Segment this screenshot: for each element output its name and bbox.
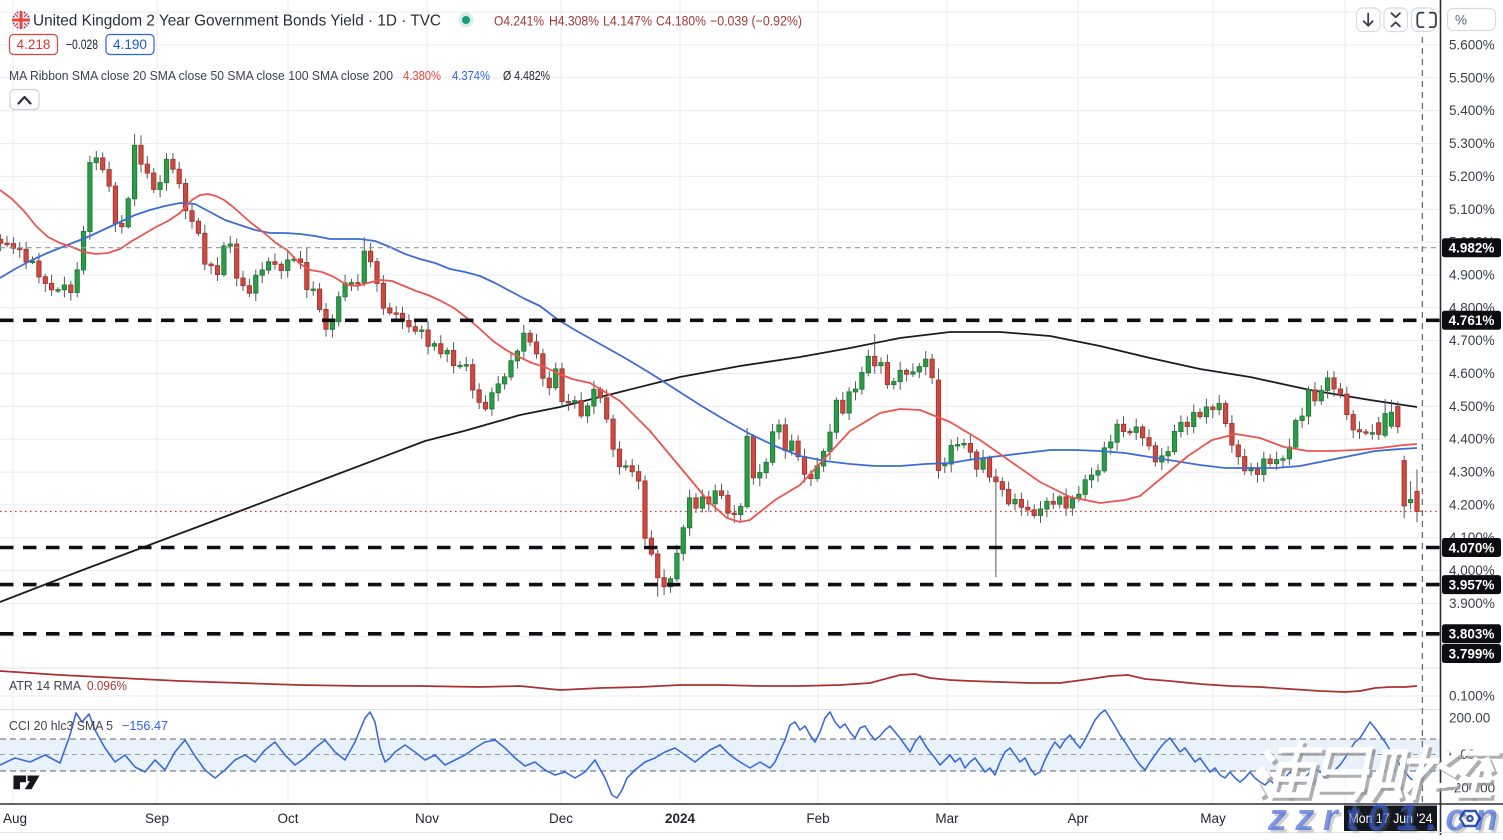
svg-text:O4.241%: O4.241% [494, 14, 544, 29]
svg-text:%: % [1455, 13, 1467, 28]
svg-text:0.100%: 0.100% [1449, 689, 1495, 704]
svg-text:Apr: Apr [1067, 811, 1089, 826]
svg-text:2024: 2024 [665, 811, 696, 826]
svg-text:4.700%: 4.700% [1449, 333, 1495, 348]
svg-text:4.070%: 4.070% [1449, 540, 1495, 555]
svg-text:−0.028: −0.028 [66, 37, 98, 52]
svg-text:C4.180%: C4.180% [656, 14, 706, 29]
svg-text:L4.147%: L4.147% [603, 14, 652, 29]
svg-text:−0.039 (−0.92%): −0.039 (−0.92%) [710, 14, 802, 29]
svg-text:Ø 4.482%: Ø 4.482% [503, 68, 550, 83]
svg-text:May: May [1200, 811, 1226, 826]
svg-text:4.500%: 4.500% [1449, 399, 1495, 414]
svg-text:Nov: Nov [415, 811, 439, 826]
svg-text:Mon 17 Jun '24: Mon 17 Jun '24 [1349, 811, 1433, 826]
svg-text:5.400%: 5.400% [1449, 103, 1495, 118]
svg-text:4.982%: 4.982% [1449, 241, 1495, 256]
svg-text:0.096%: 0.096% [87, 678, 127, 693]
svg-text:ATR 14 RMA: ATR 14 RMA [9, 678, 81, 693]
svg-text:4.380%: 4.380% [403, 68, 441, 83]
svg-text:Mar: Mar [935, 811, 959, 826]
svg-text:5.100%: 5.100% [1449, 202, 1495, 217]
svg-text:3.803%: 3.803% [1449, 627, 1495, 642]
svg-text:4.190: 4.190 [113, 37, 147, 52]
svg-text:3.957%: 3.957% [1449, 577, 1495, 592]
svg-text:4.600%: 4.600% [1449, 366, 1495, 381]
svg-text:Feb: Feb [806, 811, 829, 826]
svg-text:5.500%: 5.500% [1449, 70, 1495, 85]
svg-text:4.200%: 4.200% [1449, 497, 1495, 512]
svg-text:CCI 20 hlc3 SMA 5: CCI 20 hlc3 SMA 5 [9, 718, 113, 733]
svg-text:MA Ribbon SMA close 20 SMA clo: MA Ribbon SMA close 20 SMA close 50 SMA … [9, 68, 393, 83]
svg-text:−156.47: −156.47 [122, 718, 168, 733]
svg-text:4.374%: 4.374% [452, 68, 490, 83]
svg-text:4.218: 4.218 [17, 37, 51, 52]
svg-text:3.799%: 3.799% [1449, 646, 1495, 661]
svg-text:Sep: Sep [145, 811, 169, 826]
svg-text:United Kingdom 2 Year Governme: United Kingdom 2 Year Government Bonds Y… [33, 13, 441, 30]
svg-text:4.400%: 4.400% [1449, 432, 1495, 447]
svg-text:H4.308%: H4.308% [549, 14, 599, 29]
svg-text:4.761%: 4.761% [1449, 313, 1495, 328]
svg-text:5.300%: 5.300% [1449, 136, 1495, 151]
svg-text:200.00: 200.00 [1449, 711, 1490, 726]
svg-text:5.200%: 5.200% [1449, 169, 1495, 184]
svg-text:3.900%: 3.900% [1449, 596, 1495, 611]
svg-text:Aug: Aug [3, 811, 27, 826]
svg-text:5.600%: 5.600% [1449, 38, 1495, 53]
svg-text:Dec: Dec [549, 811, 573, 826]
svg-text:4.300%: 4.300% [1449, 465, 1495, 480]
svg-text:Oct: Oct [277, 811, 298, 826]
svg-text:zzrt01.cn: zzrt01.cn [1267, 797, 1498, 835]
svg-text:4.900%: 4.900% [1449, 268, 1495, 283]
